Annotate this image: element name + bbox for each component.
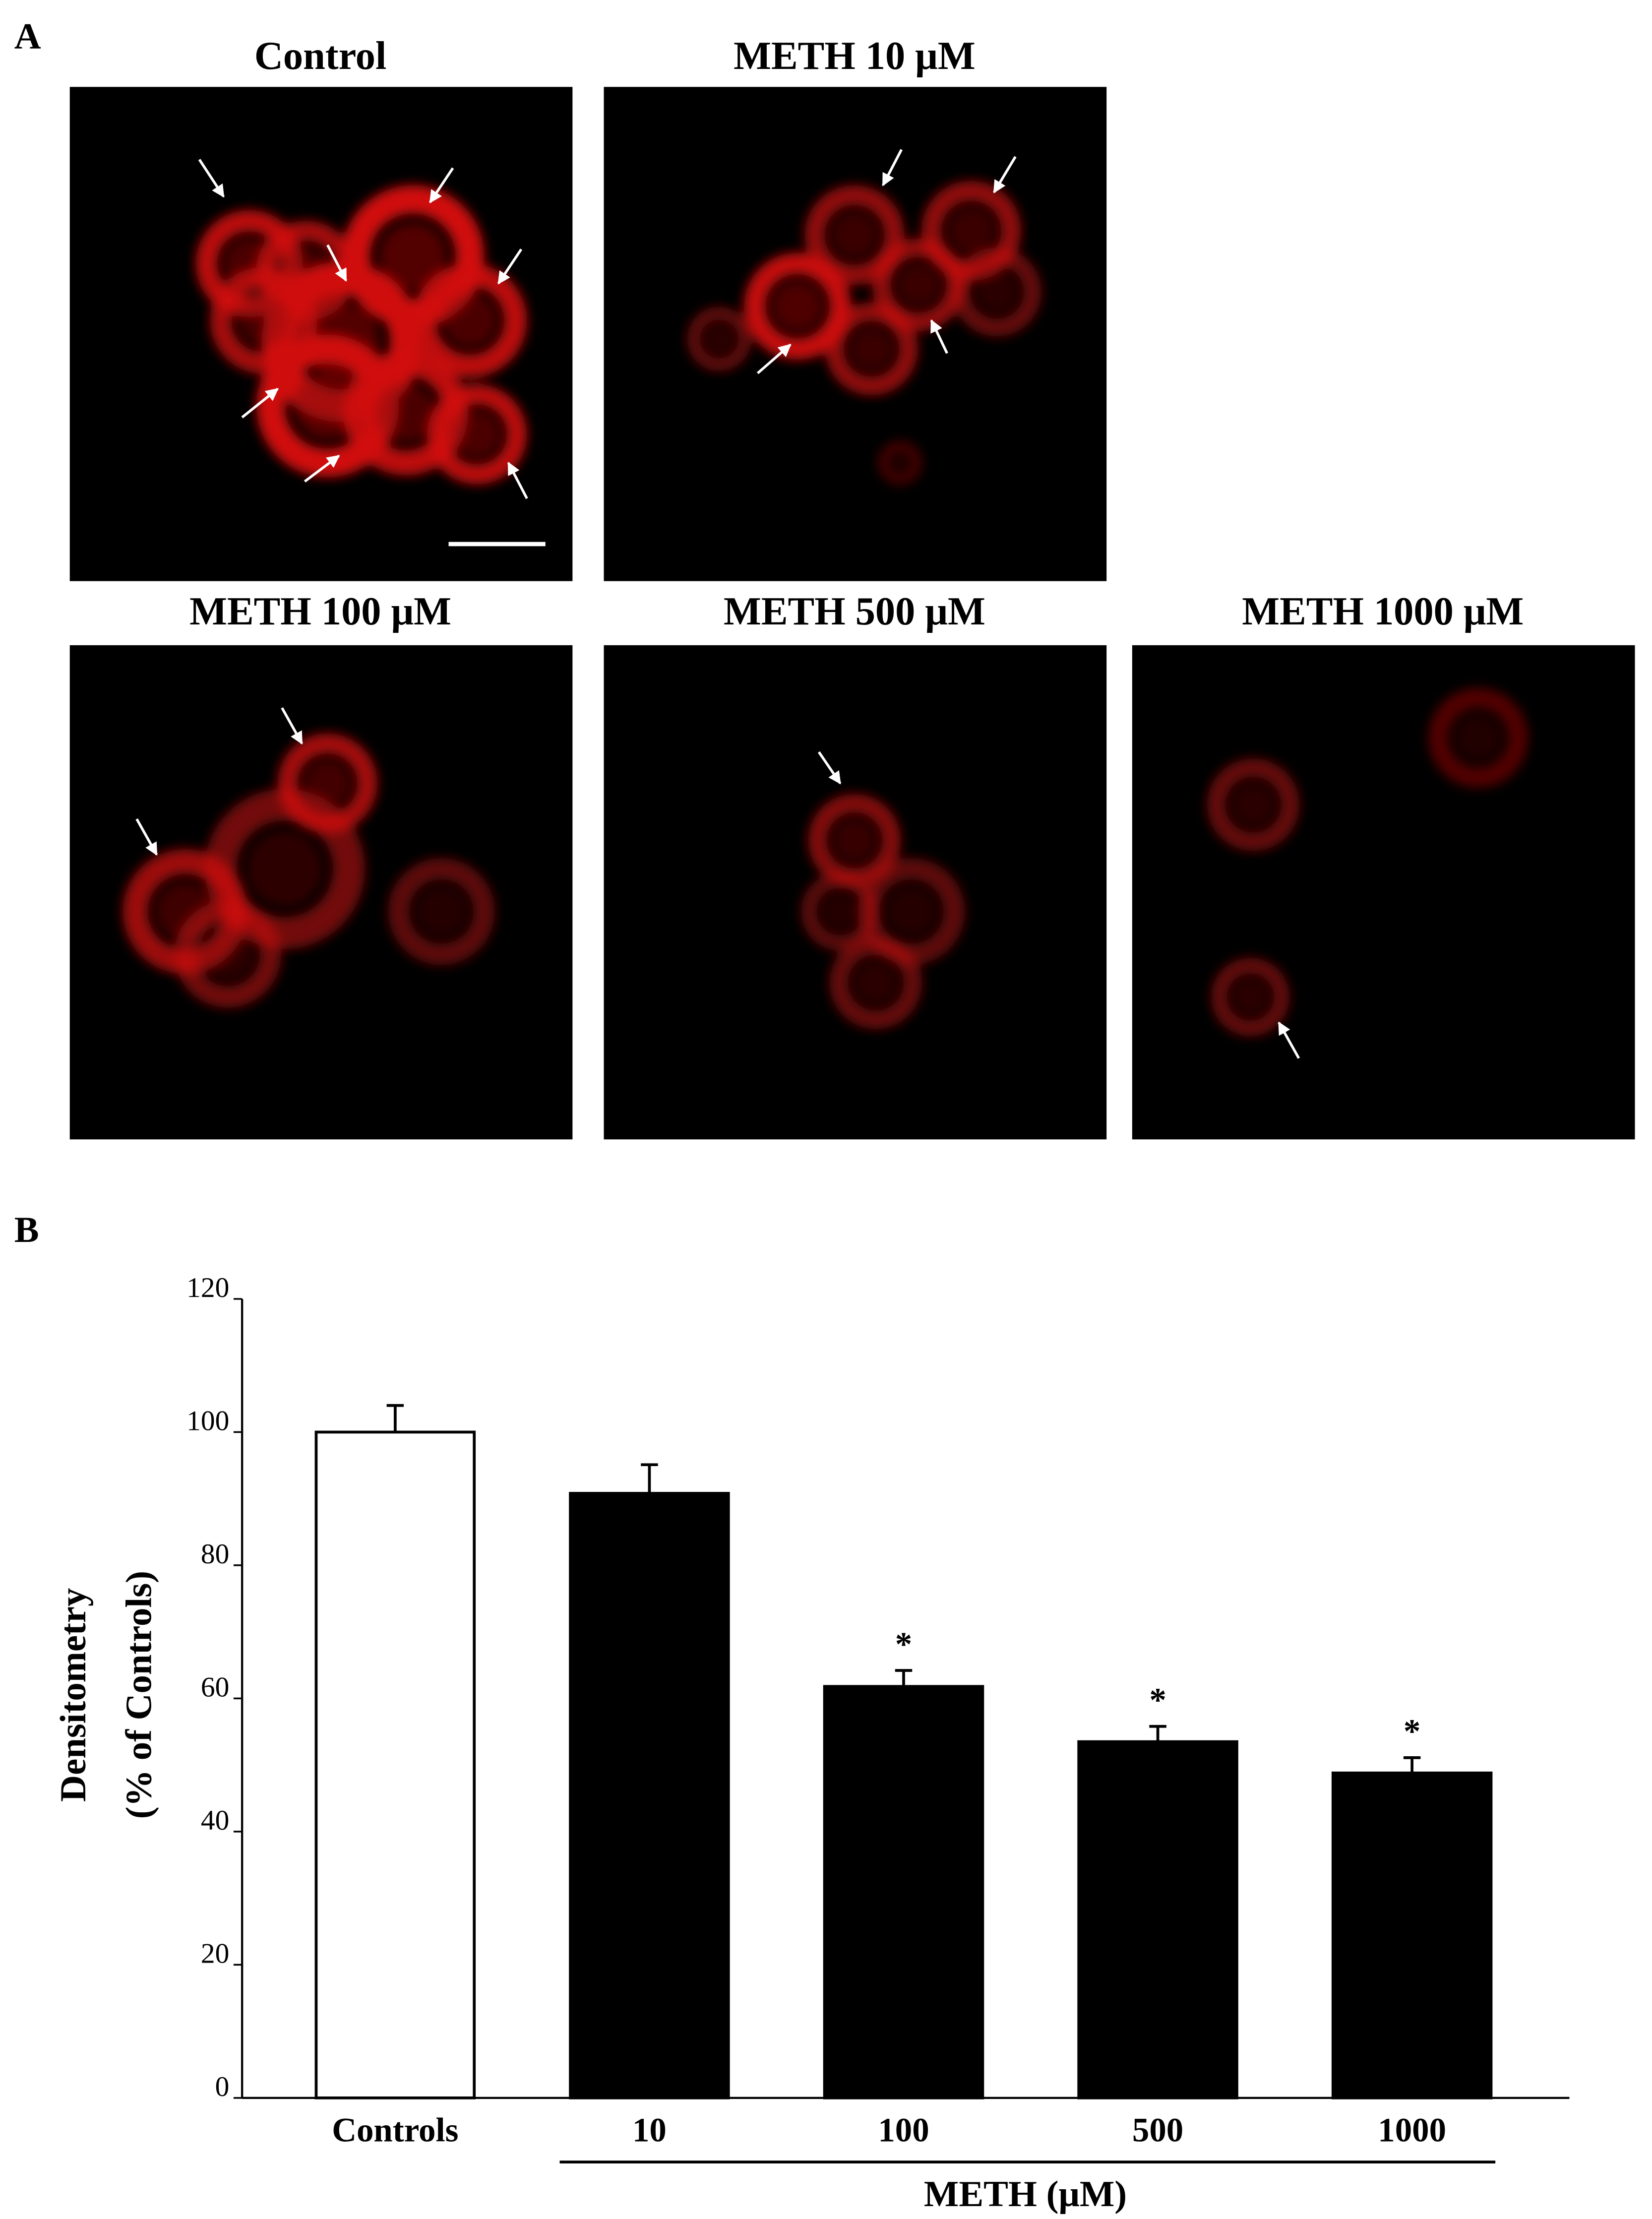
arrow (993, 156, 1017, 193)
cell-body (947, 207, 995, 255)
cell (413, 263, 527, 378)
x-tick-label: 100 (878, 2111, 929, 2149)
panel-label: B (14, 1209, 39, 1250)
x-tick-label: 500 (1132, 2111, 1183, 2149)
cell-body (416, 886, 467, 937)
cell-body (704, 323, 735, 355)
cell (204, 789, 365, 949)
panel-label: A (14, 16, 41, 57)
cell (1207, 758, 1300, 851)
cell-body (246, 830, 323, 908)
arrow (497, 248, 523, 285)
cell-body (442, 293, 497, 348)
y-tick-label: 80 (201, 1539, 229, 1570)
x-tick-label: Controls (332, 2111, 458, 2149)
cell (801, 872, 880, 951)
cell (952, 247, 1041, 337)
y-label-line: Densitometry (53, 1588, 94, 1802)
cells (801, 794, 965, 1029)
significance-marker: * (1404, 1713, 1420, 1750)
panel-title: Control (254, 34, 387, 78)
cell-body (453, 410, 501, 459)
panel-title: METH 100 μM (189, 589, 451, 633)
arrow (756, 344, 792, 374)
cells (1207, 688, 1529, 1037)
arrow (326, 244, 348, 282)
significance-marker: * (1149, 1681, 1166, 1719)
arrow (304, 454, 340, 483)
arrow (1278, 1021, 1300, 1059)
cell (744, 252, 851, 360)
cell-body (1231, 782, 1276, 827)
cell-body (376, 383, 436, 443)
cell-body (378, 222, 447, 291)
y-tick-label: 120 (186, 1272, 229, 1303)
bar (314, 1430, 476, 2099)
y-tick-label: 40 (201, 1805, 229, 1836)
cell (829, 936, 922, 1029)
cell-body (772, 280, 823, 332)
cells (195, 185, 527, 485)
arrow (882, 149, 903, 186)
cell (825, 303, 918, 395)
cell-body (830, 211, 879, 259)
cells (687, 181, 1041, 485)
cell-body (238, 295, 289, 346)
arrow (818, 751, 842, 785)
arrow (507, 462, 528, 499)
bar (1331, 1771, 1493, 2099)
y-tick-label: 100 (186, 1405, 229, 1436)
cells (122, 733, 495, 1008)
cell-body (1231, 978, 1270, 1016)
x-tick-label: 10 (632, 2111, 667, 2149)
cell (1428, 688, 1529, 788)
y-label-line: (% of Controls) (118, 1571, 159, 1819)
cell-body (976, 270, 1019, 313)
bar (569, 1492, 730, 2099)
cell-body (896, 262, 941, 308)
cell-body (821, 892, 859, 930)
arrow (429, 167, 454, 203)
y-axis-label: Densitometry (% of Controls) (53, 1571, 159, 1819)
cell (174, 901, 282, 1008)
micrograph (1132, 645, 1635, 1140)
arrow (930, 319, 948, 354)
cell-body (854, 960, 898, 1005)
cell (687, 307, 751, 371)
cell-body (1454, 714, 1502, 762)
panel-title: METH 10 μM (734, 34, 976, 78)
cell-body (202, 928, 254, 980)
x-tick-label: 1000 (1378, 2111, 1446, 2149)
arrow (241, 387, 279, 419)
bar (823, 1685, 984, 2099)
arrow (198, 159, 225, 198)
cell-body (849, 326, 894, 371)
cell (878, 441, 921, 485)
panel-title: METH 500 μM (724, 589, 985, 633)
bar (1077, 1740, 1238, 2099)
cell (1211, 958, 1290, 1037)
group-label: METH (μM) (924, 2173, 1127, 2215)
significance-marker: * (895, 1625, 912, 1663)
cell-body (832, 818, 877, 863)
cell (427, 384, 527, 485)
y-tick-label: 20 (201, 1938, 229, 1969)
cell (210, 267, 317, 374)
arrow (281, 707, 304, 745)
cell-body (886, 886, 937, 937)
arrow (135, 818, 158, 856)
cell (388, 858, 495, 965)
panel-title: METH 1000 μM (1242, 589, 1524, 633)
y-tick-label: 0 (215, 2071, 230, 2102)
y-tick-label: 60 (201, 1671, 229, 1703)
cell (804, 185, 905, 285)
cell-body (890, 452, 911, 473)
